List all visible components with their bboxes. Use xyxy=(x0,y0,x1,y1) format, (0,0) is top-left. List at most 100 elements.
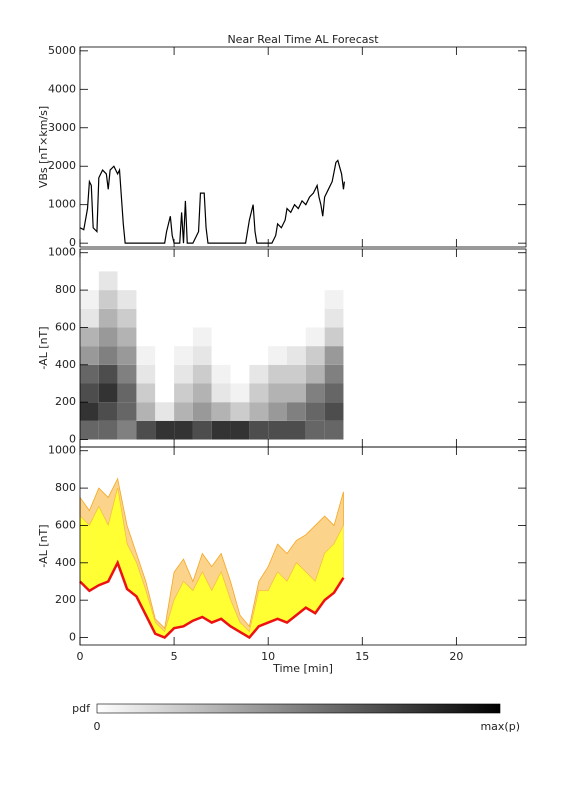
heat-cell xyxy=(192,290,212,309)
heat-cell xyxy=(268,346,288,365)
heat-cell xyxy=(174,364,193,384)
heat-cell xyxy=(136,346,156,365)
heat-cell xyxy=(136,402,156,421)
heat-cell xyxy=(249,383,269,403)
heat-cell xyxy=(249,364,269,384)
y-tick-label: 0 xyxy=(69,631,76,644)
heat-cell xyxy=(230,383,250,403)
heat-cell xyxy=(249,402,269,421)
heat-cell xyxy=(80,290,99,309)
heat-cell xyxy=(174,346,193,365)
heat-cell xyxy=(98,402,118,421)
heat-cell xyxy=(211,346,231,365)
heat-cell xyxy=(192,327,212,347)
median-line xyxy=(79,559,345,640)
heat-cell xyxy=(136,290,156,309)
chart-title: Near Real Time AL Forecast xyxy=(227,33,379,46)
y-tick-label: 800 xyxy=(55,481,76,494)
colorbar-max: max(p) xyxy=(480,720,520,733)
heat-cell xyxy=(192,308,212,328)
axes-frame xyxy=(79,446,527,646)
heat-cell xyxy=(230,290,250,309)
y-tick-label: 200 xyxy=(55,395,76,408)
heat-cell xyxy=(268,364,288,384)
y-tick-label: 600 xyxy=(55,518,76,531)
heat-cell xyxy=(155,308,175,328)
heat-cell xyxy=(324,271,344,291)
x-tick-label: 5 xyxy=(171,650,178,663)
heat-cell xyxy=(174,402,193,421)
heat-cell xyxy=(230,402,250,421)
heat-cell xyxy=(249,290,269,309)
heat-cell xyxy=(117,364,137,384)
y-tick-label: 2000 xyxy=(48,159,76,172)
heat-cell xyxy=(268,402,288,421)
heat-cell xyxy=(155,327,175,347)
heat-cell xyxy=(98,327,118,347)
y-tick-label: 400 xyxy=(55,556,76,569)
y-tick-label: 200 xyxy=(55,593,76,606)
heat-cell xyxy=(117,308,137,328)
heat-cell xyxy=(117,346,137,365)
heat-cell xyxy=(324,402,344,421)
y-tick-label: 0 xyxy=(69,236,76,249)
heat-cell xyxy=(80,383,99,403)
data-line xyxy=(79,159,345,244)
heat-cell xyxy=(305,420,325,440)
heat-cell xyxy=(155,271,175,291)
heat-cell xyxy=(80,271,99,291)
heat-cell xyxy=(211,402,231,421)
y-tick-label: 4000 xyxy=(48,82,76,95)
y-tick-label: 400 xyxy=(55,358,76,371)
y-tick-label: 1000 xyxy=(48,198,76,211)
heat-cell xyxy=(287,383,306,403)
heat-cell xyxy=(136,383,156,403)
heat-cell xyxy=(230,271,250,291)
heat-cell xyxy=(80,420,99,440)
heat-cell xyxy=(117,290,137,309)
heat-cell xyxy=(287,364,306,384)
heat-cell xyxy=(305,271,325,291)
y-tick-label: 0 xyxy=(69,433,76,446)
heat-cell xyxy=(192,420,212,440)
heat-cell xyxy=(155,383,175,403)
y-axis-label: -AL [nT] xyxy=(37,326,50,369)
heat-cell xyxy=(211,327,231,347)
heat-cell xyxy=(249,327,269,347)
heat-cell xyxy=(211,364,231,384)
y-tick-label: 600 xyxy=(55,320,76,333)
heat-cell xyxy=(305,346,325,365)
heat-cell xyxy=(268,420,288,440)
heat-cell xyxy=(324,327,344,347)
heat-cell xyxy=(268,327,288,347)
heat-cell xyxy=(155,346,175,365)
heat-cell xyxy=(324,346,344,365)
heat-cell xyxy=(117,420,137,440)
heat-cell xyxy=(98,383,118,403)
heat-cell xyxy=(98,364,118,384)
heat-cell xyxy=(324,290,344,309)
heat-cell xyxy=(117,402,137,421)
heat-cell xyxy=(174,327,193,347)
heat-cell xyxy=(287,420,306,440)
heat-cell xyxy=(80,308,99,328)
heat-cell xyxy=(136,308,156,328)
y-axis-label: VBs [nT×km/s] xyxy=(37,106,50,188)
heat-cell xyxy=(192,346,212,365)
heat-cell xyxy=(230,308,250,328)
heat-cell xyxy=(117,327,137,347)
heat-cell xyxy=(174,420,193,440)
y-tick-label: 1000 xyxy=(48,444,76,457)
heat-cell xyxy=(305,308,325,328)
heat-cell xyxy=(136,271,156,291)
heat-cell xyxy=(268,290,288,309)
heat-cell xyxy=(98,420,118,440)
colorbar-label: pdf xyxy=(72,702,91,715)
heat-cell xyxy=(287,308,306,328)
heat-cell xyxy=(174,290,193,309)
heat-cell xyxy=(287,402,306,421)
y-tick-label: 1000 xyxy=(48,246,76,259)
heat-cell xyxy=(324,364,344,384)
heat-cell xyxy=(230,364,250,384)
